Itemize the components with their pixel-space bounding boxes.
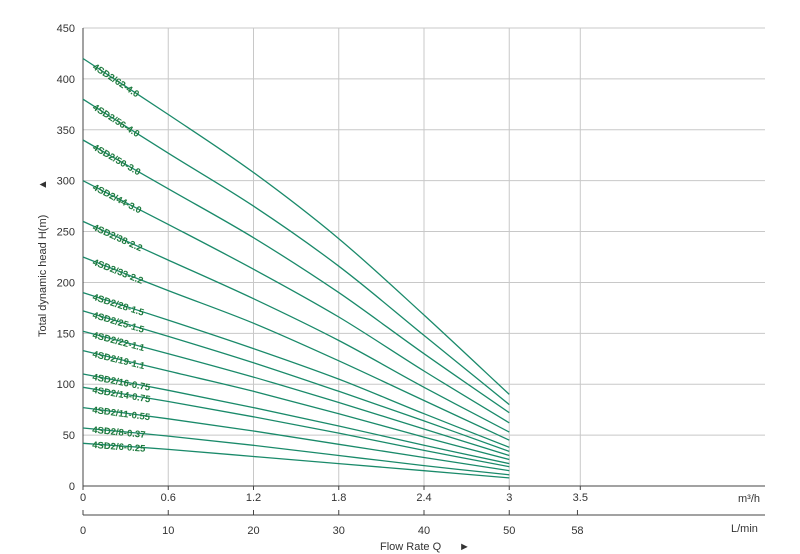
x-tick-label-lmin: 50 xyxy=(503,525,515,537)
curve-label: 4SD2/56-4.0 xyxy=(90,102,141,140)
y-tick-label: 150 xyxy=(57,328,75,340)
x-tick-label-m3h: 1.8 xyxy=(331,492,346,504)
curve-label: 4SD2/50-3.0 xyxy=(91,142,143,178)
y-axis-arrow: ▲ xyxy=(37,179,49,190)
y-tick-label: 400 xyxy=(57,74,75,86)
x-unit-lmin: L/min xyxy=(731,523,758,535)
x-tick-label-lmin: 58 xyxy=(571,525,583,537)
x-axis-title: Flow Rate Q xyxy=(380,541,442,553)
y-tick-label: 250 xyxy=(57,227,75,239)
curve-label: 4SD2/62-4.0 xyxy=(90,62,141,100)
y-axis-title: Total dynamic head H(m) xyxy=(37,215,49,337)
pump-curve xyxy=(82,57,510,395)
pump-curve xyxy=(82,98,510,406)
x-axis-arrow: ► xyxy=(459,541,470,553)
pump-curve xyxy=(82,180,510,424)
x-tick-labels-lmin: 0 10 20 30 40 50 58 xyxy=(80,510,584,537)
x-tick-label-m3h: 3 xyxy=(506,492,512,504)
curve-label: 4SD2/8-0.37 xyxy=(92,425,146,441)
x-tick-label-lmin: 20 xyxy=(247,525,259,537)
pump-curve xyxy=(82,310,510,453)
grid-lines xyxy=(82,27,765,490)
x-tick-label-lmin: 10 xyxy=(162,525,174,537)
pump-curve xyxy=(82,256,510,441)
y-tick-labels: 0 50 100 150 200 250 300 350 400 450 xyxy=(57,23,75,493)
pump-curve xyxy=(82,291,510,448)
x-tick-label-m3h: 2.4 xyxy=(416,492,431,504)
pump-curve xyxy=(82,349,510,461)
pump-curves xyxy=(82,57,510,479)
curve-label: 4SD2/44-3.0 xyxy=(91,182,143,216)
y-tick-label: 450 xyxy=(57,23,75,35)
x-tick-label-m3h: 3.5 xyxy=(573,492,588,504)
y-tick-label: 100 xyxy=(57,379,75,391)
x-tick-label-m3h: 0 xyxy=(80,492,86,504)
x-tick-labels-m3h: 0 0.6 1.2 1.8 2.4 3 3.5 xyxy=(80,492,588,504)
x-tick-label-lmin: 40 xyxy=(418,525,430,537)
curve-label: 4SD2/6-0.25 xyxy=(92,440,147,455)
pump-curve xyxy=(82,220,510,433)
x-tick-label-m3h: 0.6 xyxy=(161,492,176,504)
curve-label: 4SD2/11-0.55 xyxy=(92,405,152,424)
x-tick-label-lmin: 0 xyxy=(80,525,86,537)
y-tick-label: 200 xyxy=(57,277,75,289)
pump-curve xyxy=(82,139,510,414)
pump-curve xyxy=(82,330,510,457)
pump-curve xyxy=(82,386,510,468)
y-tick-label: 0 xyxy=(69,481,75,493)
x-tick-label-m3h: 1.2 xyxy=(246,492,261,504)
y-tick-label: 50 xyxy=(63,430,75,442)
y-tick-label: 350 xyxy=(57,125,75,137)
pump-curve xyxy=(82,373,510,465)
curve-label: 4SD2/38-2.2 xyxy=(91,222,144,254)
x-unit-m3h: m³/h xyxy=(738,493,760,505)
pump-curve xyxy=(82,406,510,472)
x-tick-label-lmin: 30 xyxy=(333,525,345,537)
y-tick-label: 300 xyxy=(57,176,75,188)
pump-curve xyxy=(82,442,510,479)
pump-curve xyxy=(82,427,510,476)
